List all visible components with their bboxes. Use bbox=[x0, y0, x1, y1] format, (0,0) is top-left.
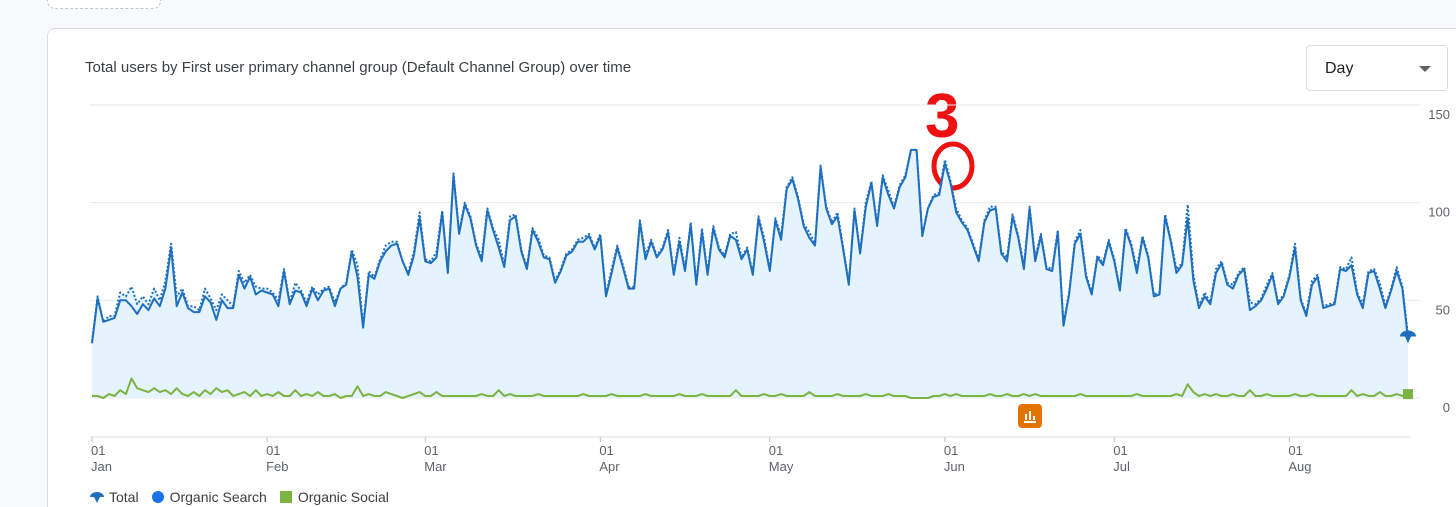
annotation-circle bbox=[931, 141, 975, 191]
insight-glyph bbox=[1024, 411, 1036, 423]
area bbox=[92, 149, 1408, 398]
legend-icon bbox=[90, 492, 104, 503]
legend-icon bbox=[279, 491, 292, 503]
end-marker bbox=[1403, 389, 1413, 400]
annotation: 3 bbox=[925, 82, 959, 151]
legend-shape bbox=[279, 491, 292, 503]
legend-shape bbox=[90, 492, 104, 503]
legend: Total Organic Search Organic Social bbox=[90, 489, 389, 505]
y-tick-label: 150 bbox=[1428, 107, 1450, 122]
y-tick-label: 100 bbox=[1428, 205, 1450, 220]
chart-title: Total users by First user primary channe… bbox=[85, 59, 632, 76]
x-tick-label: 01 Aug bbox=[1288, 443, 1312, 474]
legend-label: Organic Social bbox=[297, 489, 389, 505]
x-tick-label: 01 Mar bbox=[424, 443, 447, 474]
legend-label: Organic Search bbox=[169, 489, 267, 505]
dropdown-value[interactable]: Day bbox=[1325, 60, 1354, 77]
x-tick-label: 01 Jan bbox=[91, 443, 112, 474]
series-line bbox=[91, 148, 1409, 344]
y-tick-label: 50 bbox=[1436, 302, 1450, 317]
x-tick-label: 01 Feb bbox=[266, 443, 289, 474]
x-tick-label: 01 Apr bbox=[599, 443, 620, 474]
legend-item: Organic Social bbox=[279, 489, 389, 505]
x-tick-label: 01 Jun bbox=[943, 443, 965, 474]
y-tick-label: 0 bbox=[1443, 400, 1450, 415]
legend-icon bbox=[151, 491, 164, 503]
legend-shape bbox=[151, 491, 164, 503]
period-dropdown[interactable]: Day bbox=[1306, 45, 1448, 91]
series-line bbox=[92, 377, 1409, 399]
dropdown-arrow[interactable] bbox=[1419, 66, 1431, 72]
end-marker bbox=[1400, 330, 1416, 344]
x-tick-label: 01 Jul bbox=[1113, 443, 1130, 474]
x-tick-label: 01 May bbox=[768, 443, 794, 474]
legend-label: Total bbox=[109, 489, 139, 505]
legend-item: Organic Search bbox=[151, 489, 267, 505]
legend-item: Total bbox=[90, 489, 139, 505]
